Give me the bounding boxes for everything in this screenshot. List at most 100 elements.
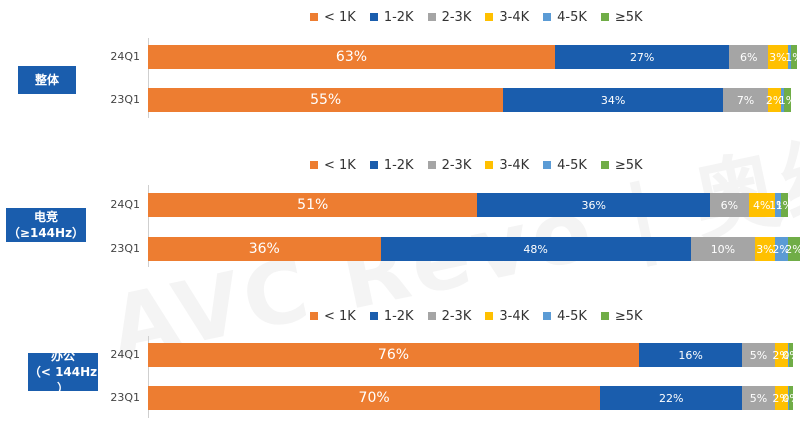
bar-segment: 7% [722,88,769,112]
group-label-line: 办公 [50,349,75,363]
bar-segment: 2% [772,343,790,367]
legend-item: ≥5K [600,309,643,324]
legend-item: 1-2K [369,9,414,25]
data-label: 0% [782,391,800,405]
legend-label: 4-5K [557,157,587,173]
group-label-line: 电竞 [33,210,58,224]
category-label: 23Q1 [110,391,140,404]
bar-segment: 36% [477,193,710,217]
group-label: 办公 （< 144Hz ） [28,349,98,395]
legend-label: < 1K [324,308,356,324]
bar-segment: 2% [772,237,790,261]
bar-segment: 16% [638,343,743,367]
legend-swatch [485,312,494,320]
data-label: 2% [772,348,790,362]
legend-label: 3-4K [499,157,530,173]
legend-item: 4-5K [543,158,587,173]
data-label: 1% [778,93,797,107]
data-label: 16% [678,348,703,362]
data-label: 2% [772,391,790,405]
bar-segment [787,386,790,410]
data-label: 48% [523,242,548,256]
legend-item: < 1K [310,158,356,173]
legend-item: 1-2K [369,308,414,324]
data-label: 5% [749,348,768,362]
bar-segment: 22% [600,386,743,410]
legend-item: 1-2K [369,158,414,173]
bar-segment: 55% [148,88,504,112]
legend-swatch [369,312,378,320]
legend-label: 1-2K [383,308,414,324]
data-label: 10% [710,242,736,256]
bar-segment: 5% [742,386,775,410]
data-label: 2% [765,93,784,107]
legend-item: ≥5K [600,10,643,25]
bar-segment: 76% [148,343,639,367]
bar-segment: 6% [710,193,749,217]
legend-item: ≥5K [600,157,643,173]
legend-swatch [600,13,609,21]
legend: < 1K 1-2K 2-3K 3-4K 4-5K ≥5K [310,7,657,27]
bar-segment: 6% [729,45,769,69]
legend-label: < 1K [324,157,356,173]
legend-swatch [600,312,609,320]
data-label: 4% [752,198,771,212]
legend-item: 3-4K [485,158,529,173]
data-label: 6% [740,50,758,64]
group-label: 电竞 （≥144Hz） [6,208,86,242]
data-label: 63% [335,49,368,65]
category-axis [148,185,149,267]
legend-label: 3-4K [499,308,530,324]
bar-segment: 1% [785,45,800,69]
bar-segment: 0% [782,386,800,410]
bar-segment: 2% [772,386,790,410]
legend-item: 2-3K [427,308,472,324]
legend-swatch [310,312,318,320]
bar-segment: 27% [554,45,730,69]
group-label-line: （≥144Hz） [7,226,85,240]
data-label: 6% [720,198,739,212]
legend-label: 1-2K [383,9,414,25]
data-label: 3% [769,50,787,64]
bar-segment: 1% [776,193,793,217]
legend-label: 3-4K [499,9,530,25]
category-axis [148,38,149,118]
bar-segment [787,343,790,367]
category-label: 23Q1 [110,93,140,106]
data-label: 22% [659,391,684,405]
category-label: 24Q1 [110,198,140,211]
data-label: 34% [600,93,626,107]
data-label: 36% [581,198,606,212]
bar-segment: 3% [768,45,788,69]
data-label: 2% [785,242,800,256]
data-label: 5% [749,391,768,405]
legend-label: ≥5K [614,157,643,173]
legend-item: 4-5K [543,309,587,324]
legend-swatch [369,13,378,21]
legend-swatch [485,13,494,21]
legend-swatch [427,161,436,169]
bar-segment [787,45,791,69]
data-label: 51% [297,197,329,213]
legend-item: 4-5K [543,10,587,25]
bar-segment: 1% [779,88,796,112]
legend-label: 2-3K [441,308,472,324]
bar-segment: 36% [148,237,381,261]
data-label: 7% [736,93,755,107]
bar-segment: 2% [765,88,784,112]
legend-item: 3-4K [485,309,529,324]
legend: < 1K 1-2K 2-3K 3-4K 4-5K ≥5K [310,306,657,326]
legend-label: 2-3K [441,157,472,173]
data-label: 55% [310,92,342,108]
bar-segment: 2% [785,237,800,261]
legend-label: 4-5K [557,308,587,324]
legend-swatch [427,13,436,21]
legend-swatch [310,161,318,169]
bar-segment: 51% [148,193,478,217]
legend-swatch [543,161,552,169]
data-label: 27% [629,50,655,64]
legend-swatch [310,13,318,21]
bar-segment: 0% [782,343,800,367]
legend-item: 3-4K [485,10,529,25]
